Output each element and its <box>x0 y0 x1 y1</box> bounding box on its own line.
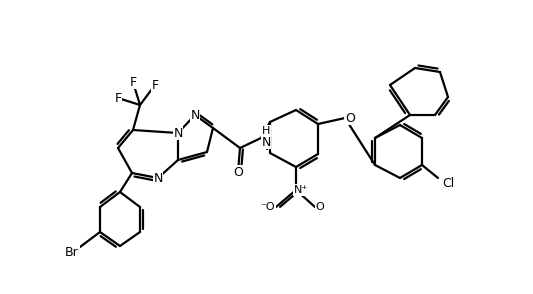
Text: O: O <box>233 166 243 178</box>
Text: Cl: Cl <box>442 176 454 190</box>
Text: ⁻O: ⁻O <box>261 202 276 212</box>
Text: N: N <box>190 108 200 121</box>
Text: H: H <box>262 126 270 136</box>
Text: N: N <box>261 136 271 148</box>
Text: N: N <box>173 126 183 139</box>
Text: F: F <box>130 76 136 88</box>
Text: N: N <box>154 171 163 185</box>
Text: O: O <box>345 111 355 124</box>
Text: Br: Br <box>65 245 79 258</box>
Text: F: F <box>115 91 122 104</box>
Text: F: F <box>151 78 158 91</box>
Text: N⁺: N⁺ <box>294 185 308 195</box>
Text: O: O <box>316 202 325 212</box>
